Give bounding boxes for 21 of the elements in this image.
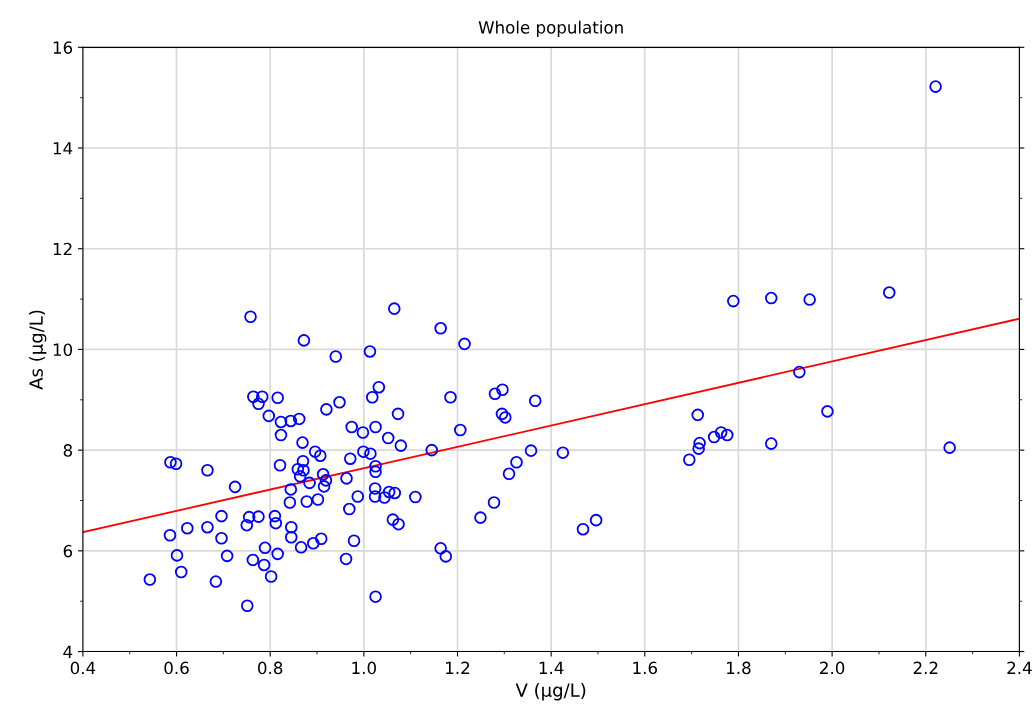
y-tick-label: 4 [63,645,73,658]
x-tick-label: 1.6 [633,661,658,675]
x-axis-title: V (µg/L) [515,682,586,701]
x-tick-label: 1.4 [539,661,564,674]
x-tick-label: 1.2 [446,661,470,674]
y-tick-label: 6 [63,544,73,558]
y-tick-label: 14 [53,142,73,155]
x-tick-label: 0.8 [258,661,283,675]
y-tick-label: 10 [53,343,73,357]
x-tick-label: 1.0 [352,661,376,675]
x-tick-label: 2.2 [913,661,938,674]
x-tick-label: 2.0 [820,661,845,675]
x-tick-label: 2.4 [1007,661,1032,674]
chart-title: Whole population [478,20,623,37]
y-axis-title: As (µg/L) [28,310,47,390]
y-tick-label: 12 [53,242,72,256]
y-tick-label: 8 [63,444,73,457]
y-tick-label: 16 [53,41,73,54]
x-tick-label: 1.8 [727,661,751,675]
x-tick-label: 0.4 [70,661,96,675]
x-tick-label: 0.6 [164,661,189,675]
